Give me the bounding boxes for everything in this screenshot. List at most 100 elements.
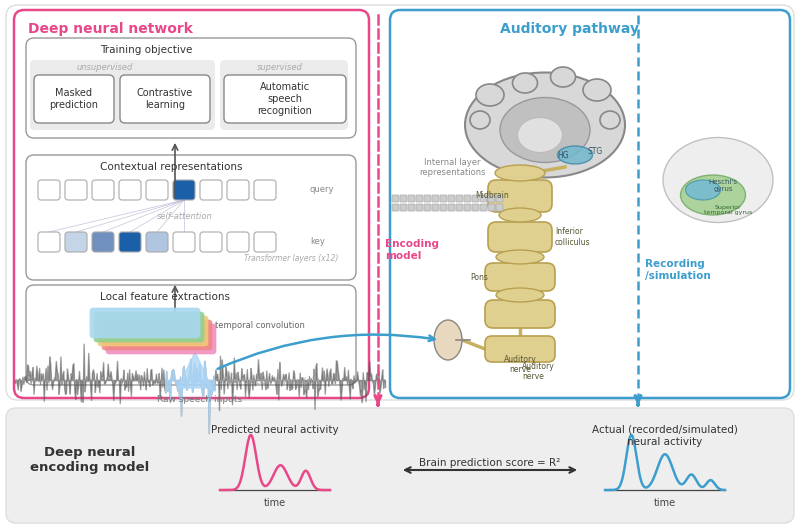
Ellipse shape xyxy=(686,180,721,200)
Text: Actual (recorded/simulated)
neural activity: Actual (recorded/simulated) neural activ… xyxy=(592,425,738,447)
FancyBboxPatch shape xyxy=(224,75,346,123)
FancyBboxPatch shape xyxy=(390,10,790,398)
FancyBboxPatch shape xyxy=(448,195,455,202)
FancyBboxPatch shape xyxy=(496,195,503,202)
FancyBboxPatch shape xyxy=(416,204,423,211)
FancyBboxPatch shape xyxy=(26,38,356,138)
FancyBboxPatch shape xyxy=(408,195,415,202)
FancyBboxPatch shape xyxy=(173,232,195,252)
Text: Contextual representations: Contextual representations xyxy=(100,162,242,172)
Text: Convolution layers (x7): Convolution layers (x7) xyxy=(222,377,320,386)
Text: temporal convolution: temporal convolution xyxy=(215,321,305,330)
Text: supervised: supervised xyxy=(257,63,303,72)
FancyBboxPatch shape xyxy=(6,5,794,400)
FancyBboxPatch shape xyxy=(400,195,407,202)
FancyBboxPatch shape xyxy=(408,204,415,211)
FancyBboxPatch shape xyxy=(485,300,555,328)
FancyBboxPatch shape xyxy=(464,204,471,211)
Text: time: time xyxy=(264,498,286,508)
Text: Masked
prediction: Masked prediction xyxy=(50,88,98,110)
FancyBboxPatch shape xyxy=(464,195,471,202)
Text: key: key xyxy=(310,237,325,246)
Text: time: time xyxy=(654,498,676,508)
Text: self-attention: self-attention xyxy=(157,212,213,221)
Ellipse shape xyxy=(513,73,538,93)
FancyBboxPatch shape xyxy=(92,180,114,200)
Ellipse shape xyxy=(499,208,541,222)
FancyBboxPatch shape xyxy=(480,195,487,202)
FancyBboxPatch shape xyxy=(472,195,479,202)
FancyBboxPatch shape xyxy=(424,195,431,202)
FancyBboxPatch shape xyxy=(6,408,794,523)
Ellipse shape xyxy=(496,288,544,302)
FancyBboxPatch shape xyxy=(485,336,555,362)
FancyBboxPatch shape xyxy=(227,232,249,252)
Ellipse shape xyxy=(434,320,462,360)
Ellipse shape xyxy=(470,111,490,129)
FancyBboxPatch shape xyxy=(120,75,210,123)
FancyBboxPatch shape xyxy=(400,204,407,211)
FancyBboxPatch shape xyxy=(432,195,439,202)
FancyBboxPatch shape xyxy=(102,320,212,350)
Text: Midbrain: Midbrain xyxy=(475,191,509,200)
Text: Local feature extractions: Local feature extractions xyxy=(100,292,230,302)
Text: Auditory
nerve: Auditory nerve xyxy=(522,362,554,382)
Ellipse shape xyxy=(495,165,545,181)
Text: Superior
temporal gyrus: Superior temporal gyrus xyxy=(704,205,752,215)
FancyBboxPatch shape xyxy=(200,180,222,200)
Text: Heschl's
gyrus: Heschl's gyrus xyxy=(709,179,738,191)
Text: HG: HG xyxy=(557,151,569,160)
FancyBboxPatch shape xyxy=(448,204,455,211)
FancyBboxPatch shape xyxy=(488,195,495,202)
FancyBboxPatch shape xyxy=(119,180,141,200)
Text: Auditory pathway: Auditory pathway xyxy=(501,22,639,36)
FancyBboxPatch shape xyxy=(146,232,168,252)
Text: Pons: Pons xyxy=(470,272,488,281)
Text: unsupervised: unsupervised xyxy=(77,63,133,72)
Text: Raw speech inputs: Raw speech inputs xyxy=(158,395,242,404)
FancyBboxPatch shape xyxy=(146,180,168,200)
FancyBboxPatch shape xyxy=(92,232,114,252)
Ellipse shape xyxy=(558,146,593,164)
FancyBboxPatch shape xyxy=(220,60,348,130)
Ellipse shape xyxy=(600,111,620,129)
Text: Recording
/simulation: Recording /simulation xyxy=(645,259,710,281)
FancyBboxPatch shape xyxy=(488,222,552,252)
Text: Automatic
speech
recognition: Automatic speech recognition xyxy=(258,82,313,116)
Text: Auditory
nerve: Auditory nerve xyxy=(504,355,536,374)
FancyBboxPatch shape xyxy=(254,232,276,252)
FancyBboxPatch shape xyxy=(65,180,87,200)
FancyBboxPatch shape xyxy=(34,75,114,123)
FancyBboxPatch shape xyxy=(485,263,555,291)
FancyBboxPatch shape xyxy=(392,204,399,211)
FancyBboxPatch shape xyxy=(14,10,369,398)
FancyBboxPatch shape xyxy=(26,155,356,280)
FancyBboxPatch shape xyxy=(94,312,204,342)
Ellipse shape xyxy=(496,250,544,264)
FancyBboxPatch shape xyxy=(38,232,60,252)
Text: Predicted neural activity: Predicted neural activity xyxy=(211,425,339,435)
Text: Deep neural network: Deep neural network xyxy=(27,22,193,36)
FancyBboxPatch shape xyxy=(30,60,215,130)
Text: STG: STG xyxy=(587,147,602,156)
Ellipse shape xyxy=(550,67,575,87)
FancyBboxPatch shape xyxy=(119,232,141,252)
FancyBboxPatch shape xyxy=(200,232,222,252)
Ellipse shape xyxy=(518,118,562,153)
Text: Training objective: Training objective xyxy=(100,45,192,55)
FancyBboxPatch shape xyxy=(432,204,439,211)
FancyBboxPatch shape xyxy=(254,180,276,200)
FancyBboxPatch shape xyxy=(480,204,487,211)
Ellipse shape xyxy=(583,79,611,101)
FancyBboxPatch shape xyxy=(488,180,552,212)
FancyBboxPatch shape xyxy=(90,308,200,338)
FancyBboxPatch shape xyxy=(98,316,208,346)
FancyBboxPatch shape xyxy=(26,285,356,385)
FancyBboxPatch shape xyxy=(173,180,195,200)
Text: Deep neural
encoding model: Deep neural encoding model xyxy=(30,446,150,474)
FancyBboxPatch shape xyxy=(496,204,503,211)
Text: Internal layer
representations: Internal layer representations xyxy=(418,157,486,177)
Text: Contrastive
learning: Contrastive learning xyxy=(137,88,193,110)
FancyBboxPatch shape xyxy=(227,180,249,200)
Ellipse shape xyxy=(663,137,773,223)
